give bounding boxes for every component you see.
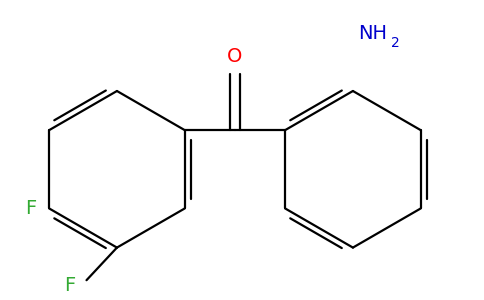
- Text: 2: 2: [391, 36, 400, 50]
- Text: F: F: [25, 199, 36, 218]
- Text: F: F: [64, 276, 76, 295]
- Text: O: O: [227, 47, 242, 66]
- Text: NH: NH: [358, 24, 387, 43]
